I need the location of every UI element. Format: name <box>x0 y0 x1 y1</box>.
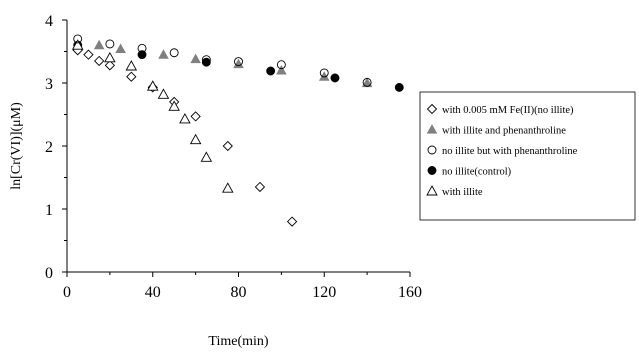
x-tick-label: 40 <box>145 284 161 301</box>
y-tick-label: 1 <box>45 202 53 219</box>
y-tick-label: 3 <box>45 76 53 93</box>
x-tick-label: 160 <box>398 284 422 301</box>
data-point-triangle-filled <box>233 58 244 69</box>
data-point-circle-open <box>362 77 372 87</box>
data-point-diamond-open <box>286 216 298 227</box>
data-point-triangle-open <box>104 51 116 63</box>
y-axis-ticks: 0 1 2 3 4 <box>45 13 67 282</box>
data-point-triangle-open <box>168 100 180 111</box>
legend-box <box>419 91 636 221</box>
series-circle-open <box>73 34 372 87</box>
data-point-circle-filled <box>201 57 211 67</box>
y-tick-label: 4 <box>45 13 53 30</box>
data-point-diamond-open <box>94 55 105 67</box>
x-tick-label: 0 <box>63 284 71 301</box>
data-point-circle-open <box>276 60 286 70</box>
y-tick-label: 0 <box>45 265 53 282</box>
data-point-triangle-open <box>146 80 159 91</box>
data-point-triangle-filled <box>158 49 169 59</box>
data-point-circle-filled <box>137 50 147 60</box>
data-point-triangle-filled <box>276 64 287 75</box>
data-point-triangle-filled <box>115 43 126 54</box>
legend-marker-triangle-open <box>426 185 438 196</box>
series-diamond-open <box>72 45 298 227</box>
data-point-circle-filled <box>394 82 404 92</box>
data-point-triangle-open <box>179 112 191 124</box>
series-triangle-open <box>71 39 234 193</box>
data-markers <box>71 34 404 227</box>
data-point-diamond-open <box>190 111 201 122</box>
x-axis-title: Time(min) <box>208 334 268 349</box>
series-triangle-filled <box>72 39 373 88</box>
data-point-triangle-open <box>189 133 202 145</box>
data-point-triangle-open <box>157 88 170 99</box>
legend-label: no illite but with phenanthroline <box>442 146 578 157</box>
legend-label: with illite <box>442 187 483 198</box>
data-point-circle-open <box>201 55 211 65</box>
legend-item: with 0.005 mM Fe(II)(no illite) <box>426 103 574 116</box>
data-point-circle-open <box>137 43 147 53</box>
data-point-triangle-open <box>200 151 213 162</box>
data-point-diamond-open <box>126 71 137 82</box>
data-point-circle-open <box>169 48 179 58</box>
data-point-circle-filled <box>266 66 276 76</box>
data-point-circle-open <box>319 68 329 78</box>
data-point-circle-open <box>105 39 115 49</box>
x-tick-label: 80 <box>231 284 247 301</box>
legend-marker-circle-filled <box>427 166 437 175</box>
legend-marker-triangle-filled <box>426 124 438 134</box>
legend-label: no illite(control) <box>442 166 512 177</box>
data-point-diamond-open <box>83 49 94 60</box>
legend-label: with illite and phenanthroline <box>442 125 566 136</box>
legend-marker-circle-open <box>427 145 437 155</box>
data-point-diamond-open <box>254 181 266 193</box>
legend-marker-diamond-open <box>426 103 438 115</box>
legend-item: with illite and phenanthroline <box>426 124 566 136</box>
legend-items: with 0.005 mM Fe(II)(no illite) with illi… <box>426 103 578 198</box>
data-point-triangle-filled <box>93 39 105 50</box>
y-tick-label: 2 <box>45 139 53 156</box>
data-point-triangle-filled <box>190 53 201 64</box>
legend-item: no illite but with phenanthroline <box>427 145 578 157</box>
data-point-triangle-open <box>71 39 84 50</box>
data-point-diamond-open <box>104 60 116 71</box>
data-point-triangle-open <box>125 60 138 71</box>
data-point-triangle-open <box>222 182 234 193</box>
legend-item: with illite <box>426 185 483 198</box>
data-point-circle-open <box>73 34 83 44</box>
x-tick-label: 120 <box>312 284 336 301</box>
x-axis-ticks: 0 40 80 120 160 <box>63 272 422 301</box>
legend-item: no illite(control) <box>427 166 512 177</box>
data-point-circle-filled <box>330 73 340 83</box>
data-point-circle-open <box>234 57 243 67</box>
data-point-diamond-open <box>222 140 233 152</box>
y-axis-title: ln[Cr(VI)](μM) <box>9 102 24 190</box>
legend: with 0.005 mM Fe(II)(no illite) with illi… <box>419 91 636 221</box>
legend-label: with 0.005 mM Fe(II)(no illite) <box>442 105 574 116</box>
